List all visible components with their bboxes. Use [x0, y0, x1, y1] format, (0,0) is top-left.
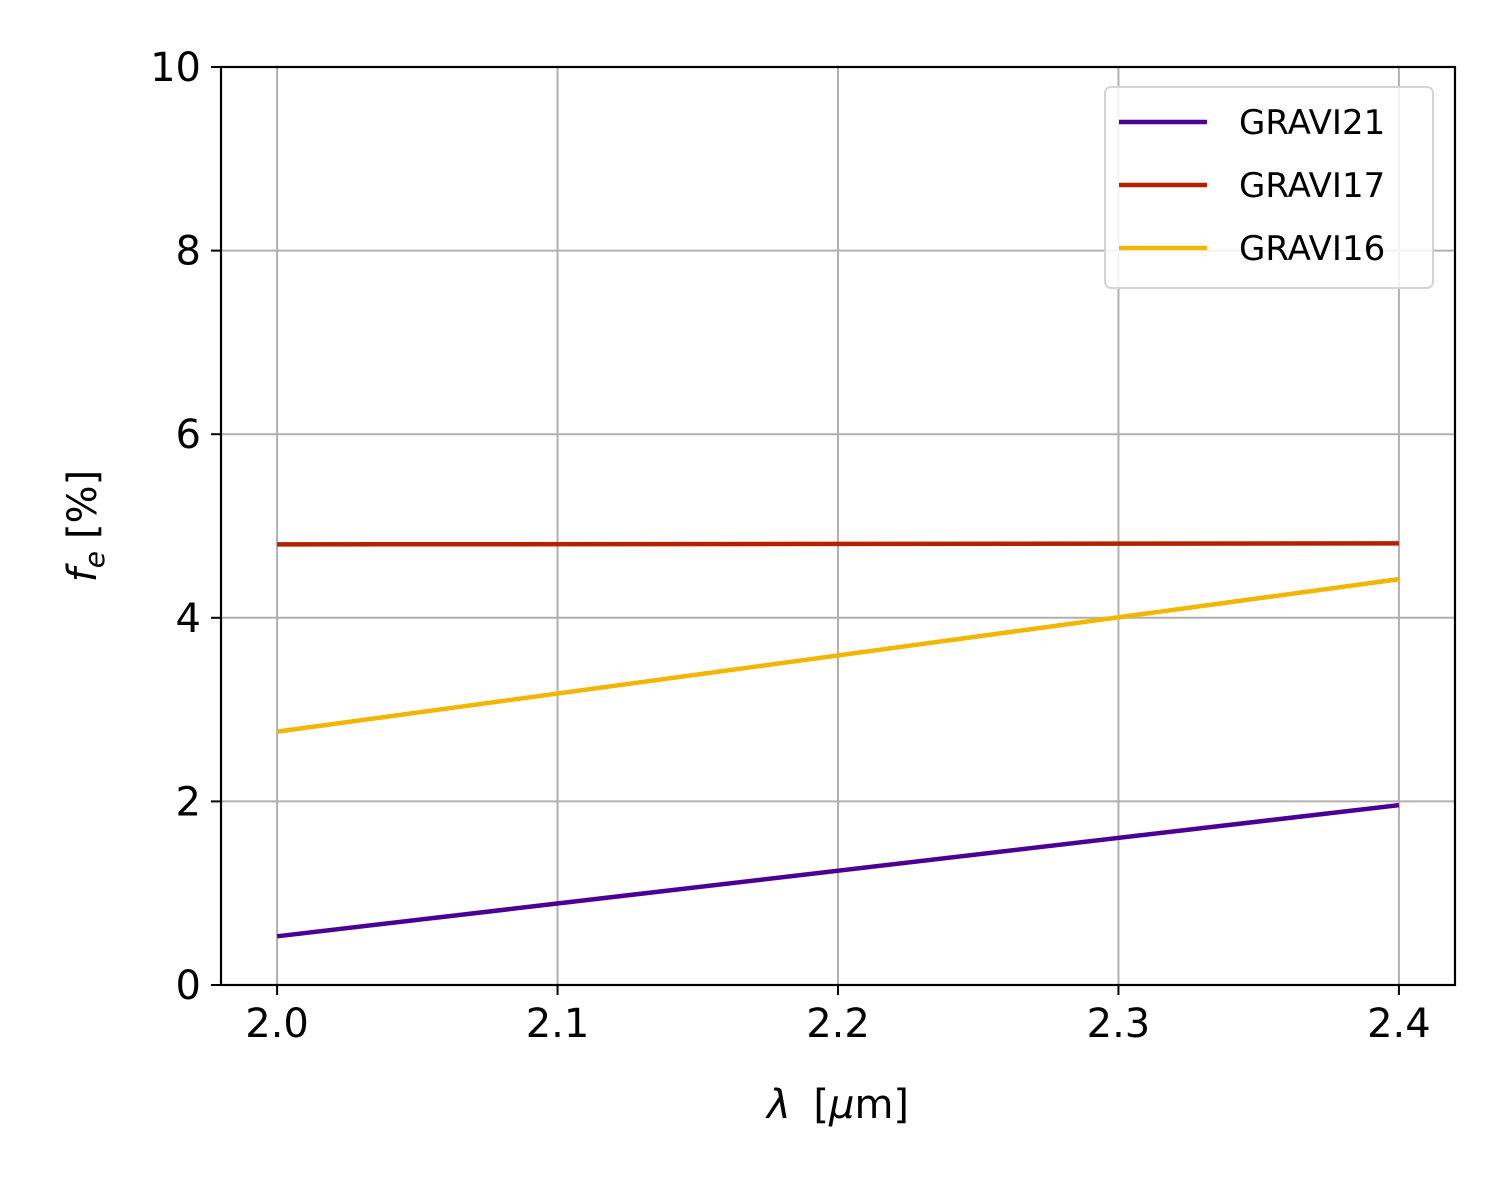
x-axis-unit-open: [	[813, 1082, 829, 1128]
y-tick-label: 2	[176, 779, 201, 825]
y-tick-label: 4	[176, 596, 201, 642]
series-line-gravi21	[276, 802, 1400, 939]
legend-box	[1104, 86, 1434, 289]
x-axis-unit-mu: μ	[828, 1082, 854, 1128]
x-tick-label: 2.2	[806, 1001, 870, 1047]
x-tick-label: 2.1	[526, 1001, 590, 1047]
y-axis-label: fe[%]	[60, 470, 111, 583]
series-line-gravi17	[277, 541, 1399, 547]
y-axis-subscript: e	[78, 551, 111, 568]
x-axis-unit-rest: m]	[854, 1082, 909, 1128]
legend: GRAVI21 GRAVI17 GRAVI16	[1104, 86, 1434, 289]
x-axis-symbol: λ	[765, 1082, 791, 1128]
ticks: 2.0 2.1 2.2 2.3 2.4 0 2 4 6 8 10	[150, 45, 1431, 1047]
series-line-gravi16	[276, 576, 1400, 734]
x-tick-label: 2.4	[1367, 1001, 1431, 1047]
y-axis-unit: [%]	[60, 470, 106, 539]
y-tick-label: 10	[150, 45, 201, 91]
x-tick-label: 2.0	[245, 1001, 309, 1047]
series-layer	[276, 541, 1400, 939]
legend-label: GRAVI21	[1239, 103, 1385, 143]
legend-label: GRAVI16	[1239, 229, 1385, 269]
y-tick-label: 6	[176, 412, 201, 458]
y-tick-label: 0	[176, 963, 201, 1009]
y-tick-label: 8	[176, 229, 201, 275]
x-axis-label: λ [μm]	[765, 1082, 909, 1128]
legend-label: GRAVI17	[1239, 166, 1385, 206]
x-tick-label: 2.3	[1087, 1001, 1151, 1047]
